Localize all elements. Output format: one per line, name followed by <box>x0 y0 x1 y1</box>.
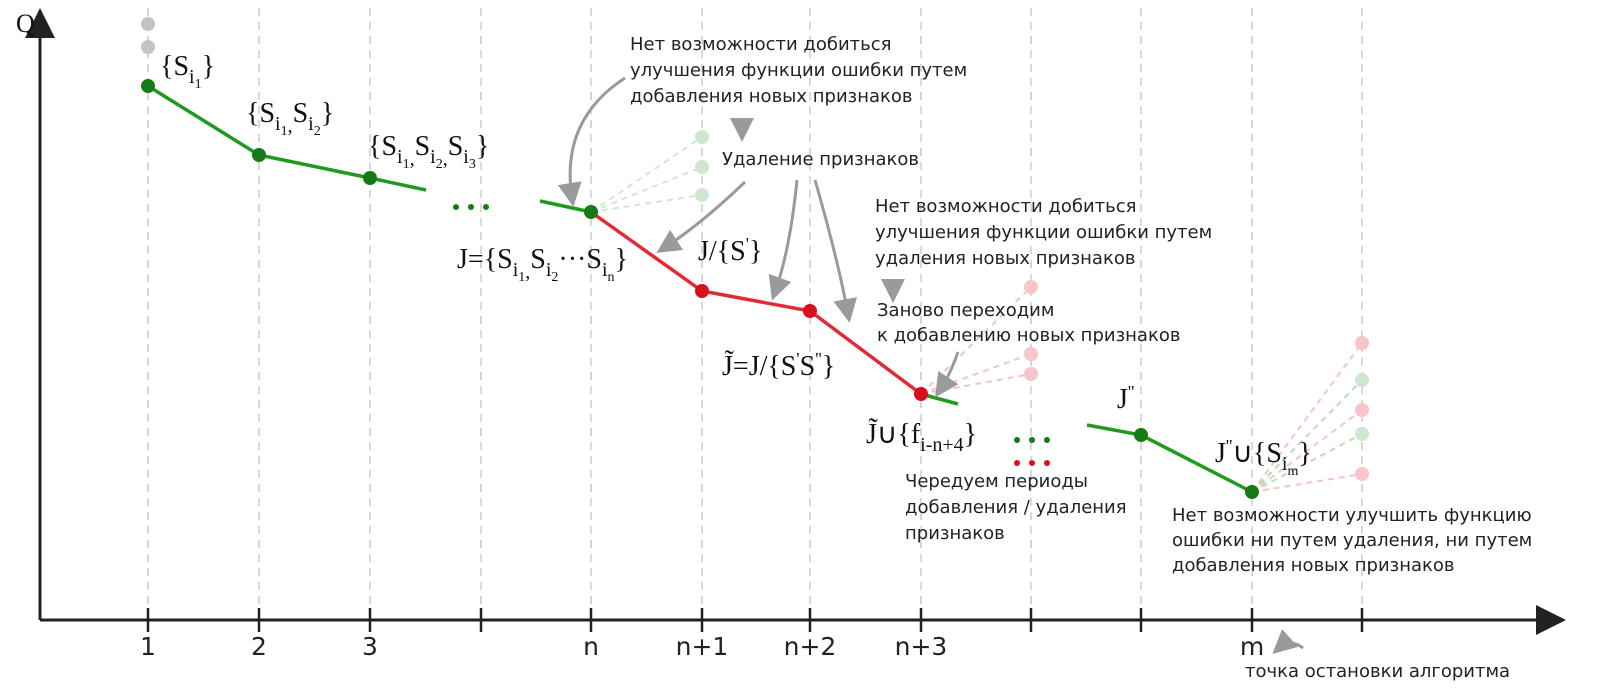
set-label: {Si1,Si2} <box>246 98 334 139</box>
set-label: J/{S'} <box>698 234 762 267</box>
annotation: удаления новых признаков <box>875 248 1135 269</box>
annotation: Нет возможности улучшить функцию <box>1172 505 1532 526</box>
annotation: Нет возможности добиться <box>875 196 1136 217</box>
set-label: {Si1,Si2,Si3} <box>368 131 489 172</box>
annotations: Нет возможности добиться улучшения функц… <box>630 34 1532 682</box>
x-tick-label: m <box>1240 632 1264 661</box>
annotation: Чередуем периоды <box>905 471 1088 492</box>
set-label: J={Si1,Si2···Sin} <box>457 244 628 285</box>
x-tick-label: n+1 <box>676 632 729 661</box>
y-label: Q <box>16 9 35 38</box>
annotation: добавления новых признаков <box>1172 555 1455 576</box>
x-tick-label: n <box>583 632 599 661</box>
annotation: к добавлению новых признаков <box>877 325 1180 346</box>
grid <box>147 8 1363 620</box>
arrows <box>557 76 1304 655</box>
annotation: добавления новых признаков <box>630 86 913 107</box>
x-tick-label: n+3 <box>895 632 948 661</box>
annotation: признаков <box>905 523 1005 544</box>
points <box>141 79 1259 499</box>
x-tick-label: 3 <box>362 632 378 661</box>
annotation: ошибки ни путем удаления, ни путем <box>1172 530 1532 551</box>
annotation: Удаление признаков <box>722 149 919 170</box>
annotation: Заново переходим <box>877 300 1054 321</box>
annotation: улучшения функции ошибки путем <box>630 60 967 81</box>
annotation: точка остановки алгоритма <box>1245 661 1510 682</box>
set-label: J̃=J/{S'S''} <box>722 349 835 382</box>
set-label: J'' <box>1117 382 1134 415</box>
x-tick-label: 1 <box>140 632 156 661</box>
set-label: J̃∪{fi-n+4} <box>866 419 977 456</box>
faint-points <box>141 17 1369 481</box>
set-label: {Si1} <box>160 51 215 92</box>
set-label: J''∪{Sim} <box>1215 436 1312 479</box>
x-tick-label: n+2 <box>784 632 837 661</box>
x-tick-label: 2 <box>251 632 267 661</box>
annotation: добавления / удаления <box>905 497 1127 518</box>
annotation: Нет возможности добиться <box>630 34 891 55</box>
annotation: улучшения функции ошибки путем <box>875 222 1212 243</box>
set-labels: {Si1} {Si1,Si2} {Si1,Si2,Si3} J={Si1,Si2… <box>160 51 1312 479</box>
